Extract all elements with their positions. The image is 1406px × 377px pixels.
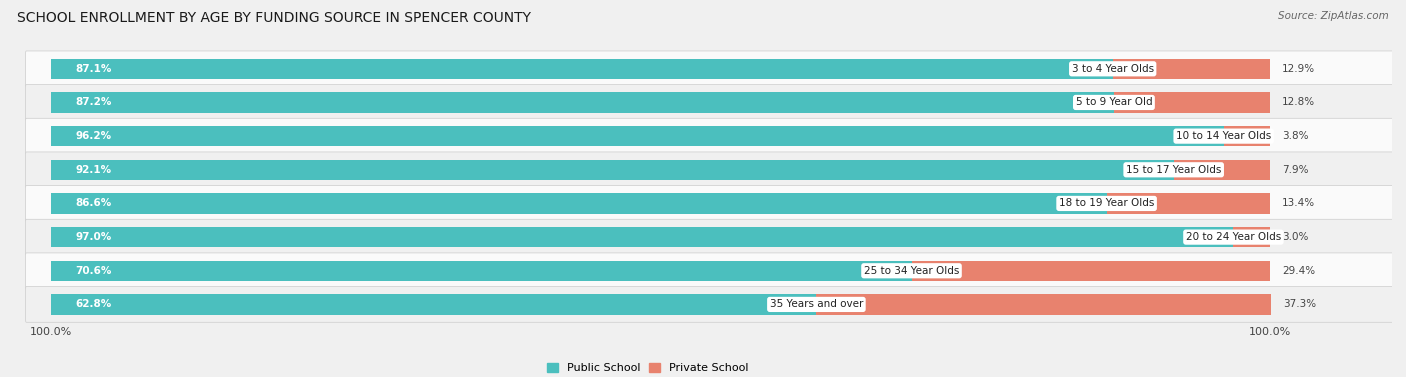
Bar [51,193,1107,213]
Bar [51,92,1114,113]
Bar [1233,227,1270,247]
FancyBboxPatch shape [25,51,1405,87]
Text: 86.6%: 86.6% [75,198,111,208]
Text: 35 Years and over: 35 Years and over [769,299,863,310]
Text: 5 to 9 Year Old: 5 to 9 Year Old [1076,98,1153,107]
Text: 18 to 19 Year Olds: 18 to 19 Year Olds [1059,198,1154,208]
Bar [1114,92,1270,113]
Text: 87.2%: 87.2% [75,98,111,107]
Text: 7.9%: 7.9% [1282,165,1309,175]
Text: 29.4%: 29.4% [1282,266,1316,276]
Text: SCHOOL ENROLLMENT BY AGE BY FUNDING SOURCE IN SPENCER COUNTY: SCHOOL ENROLLMENT BY AGE BY FUNDING SOUR… [17,11,531,25]
Text: 3.0%: 3.0% [1282,232,1309,242]
Bar [51,261,911,281]
Text: 37.3%: 37.3% [1284,299,1316,310]
Text: 96.2%: 96.2% [75,131,111,141]
Text: 62.8%: 62.8% [75,299,111,310]
Text: 15 to 17 Year Olds: 15 to 17 Year Olds [1126,165,1222,175]
FancyBboxPatch shape [25,118,1405,154]
Text: 10 to 14 Year Olds: 10 to 14 Year Olds [1175,131,1271,141]
Text: 3.8%: 3.8% [1282,131,1309,141]
FancyBboxPatch shape [25,219,1405,255]
FancyBboxPatch shape [25,287,1405,322]
Bar [51,59,1112,79]
FancyBboxPatch shape [25,84,1405,120]
Text: Source: ZipAtlas.com: Source: ZipAtlas.com [1278,11,1389,21]
Text: 12.8%: 12.8% [1282,98,1316,107]
FancyBboxPatch shape [25,253,1405,289]
Text: 92.1%: 92.1% [75,165,111,175]
Bar [1174,160,1270,180]
Text: 100.0%: 100.0% [1249,327,1291,337]
Text: 87.1%: 87.1% [75,64,111,74]
Bar [51,160,1174,180]
Bar [1107,193,1270,213]
Text: 12.9%: 12.9% [1282,64,1316,74]
Text: 20 to 24 Year Olds: 20 to 24 Year Olds [1185,232,1281,242]
Bar [1223,126,1270,146]
Bar [1112,59,1270,79]
Legend: Public School, Private School: Public School, Private School [547,363,749,373]
Bar [817,294,1271,314]
Bar [51,227,1233,247]
Text: 3 to 4 Year Olds: 3 to 4 Year Olds [1071,64,1154,74]
Text: 13.4%: 13.4% [1282,198,1316,208]
Text: 97.0%: 97.0% [75,232,111,242]
Text: 70.6%: 70.6% [75,266,111,276]
Bar [51,126,1223,146]
Bar [911,261,1270,281]
Text: 25 to 34 Year Olds: 25 to 34 Year Olds [863,266,959,276]
FancyBboxPatch shape [25,152,1405,188]
Bar [51,294,817,314]
FancyBboxPatch shape [25,185,1405,221]
Text: 100.0%: 100.0% [30,327,72,337]
